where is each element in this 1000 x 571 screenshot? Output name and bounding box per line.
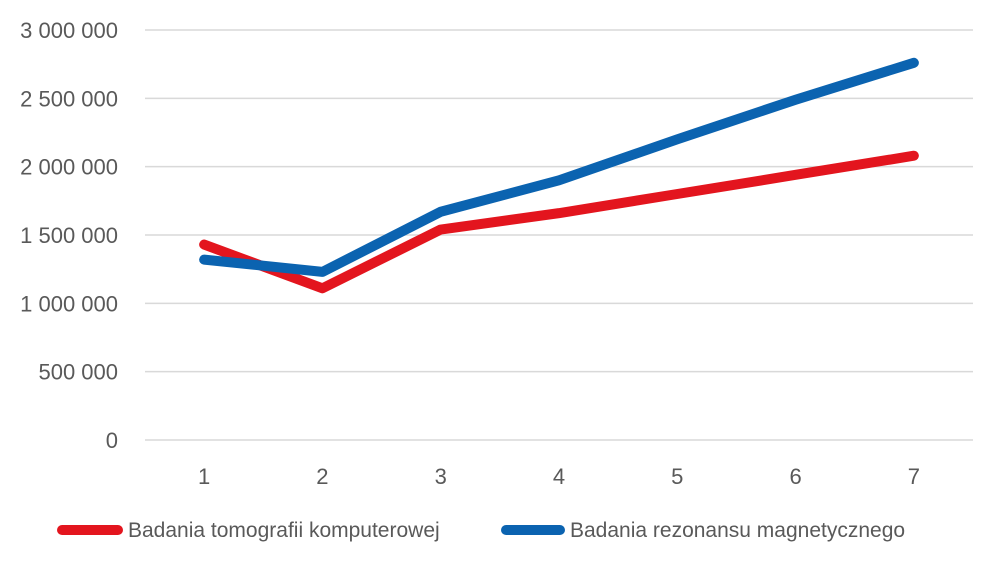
y-tick-label: 2 000 000 [20, 155, 118, 180]
y-tick-label: 2 500 000 [20, 86, 118, 111]
series-lines [199, 57, 919, 294]
x-tick-label: 5 [671, 464, 683, 489]
x-tick-label: 4 [553, 464, 565, 489]
x-tick-label: 3 [435, 464, 447, 489]
gridlines [145, 29, 973, 441]
y-tick-label: 1 500 000 [20, 223, 118, 248]
series-2 [199, 57, 919, 277]
legend-item: Badania tomografii komputerowej [57, 519, 440, 542]
x-axis-tick-labels: 1 2 3 4 5 6 7 [198, 464, 920, 489]
y-tick-label: 1 000 000 [20, 291, 118, 316]
y-tick-label: 3 000 000 [20, 18, 118, 43]
series-1 [199, 150, 919, 294]
y-tick-label: 500 000 [38, 360, 118, 385]
y-axis-tick-labels: 0 500 000 1 000 000 1 500 000 2 000 000 2 500… [20, 18, 118, 453]
x-tick-label: 2 [316, 464, 328, 489]
y-tick-label: 0 [106, 428, 118, 453]
x-tick-label: 7 [908, 464, 920, 489]
x-tick-label: 6 [789, 464, 801, 489]
legend-label: Badania tomografii komputerowej [128, 519, 440, 542]
x-tick-label: 1 [198, 464, 210, 489]
legend-label: Badania rezonansu magnetycznego [570, 519, 905, 542]
legend: Badania tomografii komputerowej Badania r… [57, 519, 905, 542]
legend-item: Badania rezonansu magnetycznego [501, 519, 905, 542]
